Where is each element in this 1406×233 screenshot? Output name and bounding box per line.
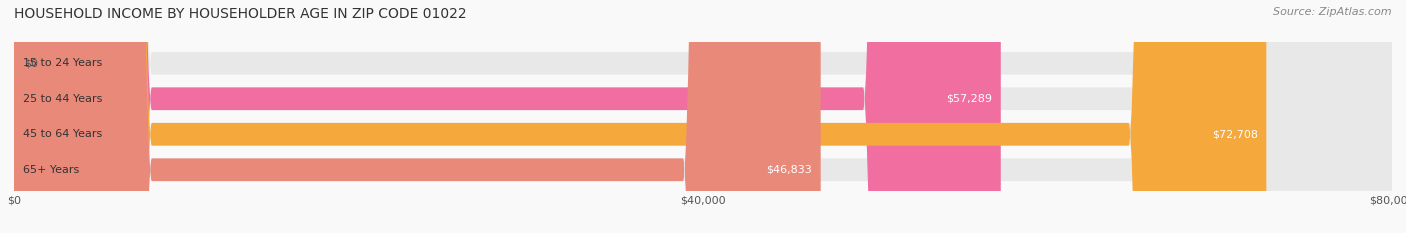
Text: HOUSEHOLD INCOME BY HOUSEHOLDER AGE IN ZIP CODE 01022: HOUSEHOLD INCOME BY HOUSEHOLDER AGE IN Z… [14,7,467,21]
Text: 45 to 64 Years: 45 to 64 Years [22,129,101,139]
Text: $46,833: $46,833 [766,165,813,175]
FancyBboxPatch shape [14,0,821,233]
Text: $72,708: $72,708 [1212,129,1258,139]
FancyBboxPatch shape [14,0,1392,233]
Text: 25 to 44 Years: 25 to 44 Years [22,94,103,104]
FancyBboxPatch shape [14,0,1392,233]
Text: $0: $0 [24,58,38,68]
Text: 15 to 24 Years: 15 to 24 Years [22,58,101,68]
Text: Source: ZipAtlas.com: Source: ZipAtlas.com [1274,7,1392,17]
FancyBboxPatch shape [14,0,1392,233]
FancyBboxPatch shape [14,0,1267,233]
Text: $57,289: $57,289 [946,94,993,104]
FancyBboxPatch shape [14,0,1392,233]
Text: 65+ Years: 65+ Years [22,165,79,175]
FancyBboxPatch shape [14,0,1001,233]
